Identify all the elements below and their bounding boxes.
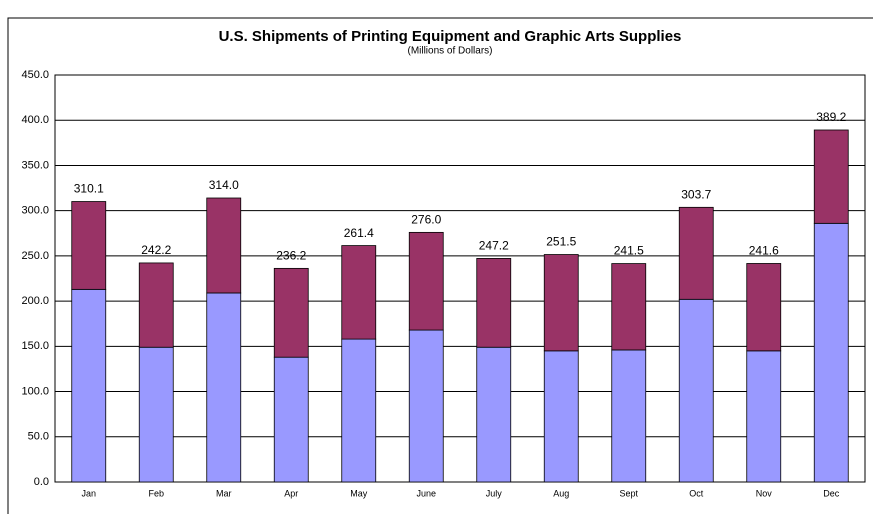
bar-segment [206, 197, 242, 294]
bar-segment [746, 350, 782, 483]
x-tick-label: June [416, 488, 436, 498]
x-tick-label: Nov [756, 488, 773, 498]
bar-segment [813, 222, 849, 483]
x-tick-label: Sept [619, 488, 638, 498]
x-tick-label: Feb [148, 488, 164, 498]
bar-segment [476, 258, 512, 348]
x-tick-label: Dec [823, 488, 840, 498]
y-tick-label: 0.0 [34, 476, 49, 488]
chart-subtitle: (Millions of Dollars) [407, 46, 492, 57]
y-tick-label: 350.0 [21, 159, 49, 171]
y-tick-label: 50.0 [28, 431, 49, 443]
bar-segment [138, 262, 174, 348]
bar-segment [138, 346, 174, 483]
x-tick-label: Apr [284, 488, 298, 498]
bar-segment [678, 298, 714, 483]
bar-segment [746, 263, 782, 352]
y-tick-label: 100.0 [21, 385, 49, 397]
bar-segment [813, 129, 849, 224]
bar-segment [273, 356, 309, 483]
bar-segment [611, 263, 647, 351]
bar-segment [611, 349, 647, 483]
bar-segment [408, 231, 444, 331]
y-tick-label: 450.0 [21, 69, 49, 81]
bar-segment [341, 245, 377, 340]
y-tick-label: 400.0 [21, 114, 49, 126]
bar-segment [206, 292, 242, 483]
bar-segment [71, 201, 107, 290]
total-label: 276.0 [411, 213, 441, 227]
y-tick-label: 150.0 [21, 340, 49, 352]
bar-segment [341, 338, 377, 483]
total-label: 303.7 [681, 187, 711, 201]
bar-segment [543, 350, 579, 483]
y-tick-label: 200.0 [21, 295, 49, 307]
x-tick-label: July [486, 488, 503, 498]
x-tick-label: May [350, 488, 368, 498]
total-label: 247.2 [479, 239, 509, 253]
total-label: 241.6 [749, 244, 779, 258]
total-label: 310.1 [74, 182, 104, 196]
bar-segment [476, 346, 512, 483]
plot-area [54, 74, 866, 483]
bar-segment [408, 329, 444, 483]
total-label: 242.2 [141, 243, 171, 257]
total-label: 389.2 [816, 110, 846, 124]
total-label: 236.2 [276, 249, 306, 263]
y-tick-label: 300.0 [21, 205, 49, 217]
total-label: 241.5 [614, 244, 644, 258]
chart-title: U.S. Shipments of Printing Equipment and… [219, 28, 682, 45]
x-tick-label: Jan [81, 488, 96, 498]
total-label: 251.5 [546, 235, 576, 249]
x-tick-label: Mar [216, 488, 232, 498]
x-tick-label: Aug [553, 488, 569, 498]
x-tick-label: Oct [689, 488, 704, 498]
bar-segment [273, 267, 309, 358]
bar-segment [678, 206, 714, 300]
y-tick-label: 250.0 [21, 250, 49, 262]
bar-segment [543, 254, 579, 352]
bar-segment [71, 288, 107, 483]
total-label: 314.0 [209, 178, 239, 192]
total-label: 261.4 [344, 226, 374, 240]
